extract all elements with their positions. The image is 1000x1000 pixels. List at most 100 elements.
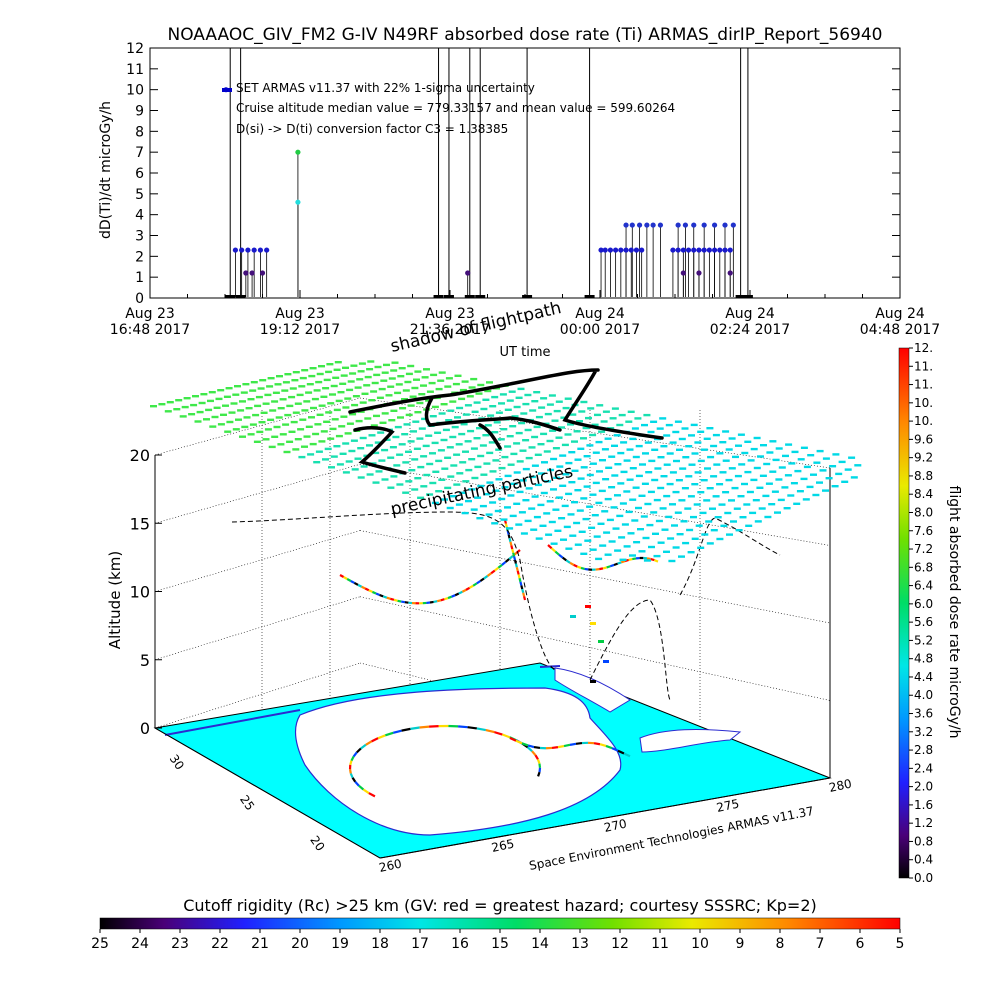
particle-dot [517, 387, 525, 391]
floor-track-segment [457, 725, 468, 729]
particle-dot [559, 454, 567, 457]
particle-dot [547, 468, 555, 472]
air-track-segment [519, 581, 523, 586]
dose-rate-point [644, 222, 650, 228]
particle-dot [614, 463, 622, 466]
floor-track-segment [350, 755, 355, 762]
particle-dot [224, 430, 232, 433]
air-track-segment [509, 541, 513, 546]
particle-dot [516, 460, 524, 463]
air-track-segment [461, 588, 467, 593]
particle-dot [669, 441, 677, 444]
particle-dot [434, 431, 442, 434]
air-track-segment [339, 574, 345, 578]
particle-dot [444, 385, 452, 388]
particle-dot [583, 485, 591, 488]
particle-dot [339, 452, 347, 455]
particle-dot [578, 530, 586, 533]
particle-dot [631, 519, 639, 522]
dose-rate-point [623, 222, 629, 228]
floor-track-segment [348, 768, 352, 774]
particle-dot [641, 423, 648, 427]
particle-dot [397, 375, 405, 378]
air-track-segment [628, 558, 633, 562]
floor-track-segment [534, 754, 539, 760]
particle-dot [684, 507, 692, 510]
cutoff-rigidity-tick-label: 12 [611, 936, 629, 952]
dose-rate-point [602, 247, 608, 253]
particle-dot [323, 420, 331, 423]
precipitating-particles-grid [150, 360, 862, 563]
dose-rate-point [245, 247, 251, 253]
particle-dot [813, 461, 821, 464]
particle-dot [190, 403, 198, 407]
particle-dot [368, 434, 376, 437]
cutoff-rigidity-tick-label: 11 [651, 936, 669, 952]
particle-dot [611, 407, 619, 410]
particle-dot [654, 467, 662, 470]
particle-dot [753, 466, 761, 470]
particle-dot [425, 399, 433, 402]
particle-dot [330, 384, 338, 388]
particle-dot [560, 538, 567, 541]
dose-rate-point [257, 247, 264, 253]
air-track-mark [603, 660, 609, 663]
particle-dot [441, 498, 448, 501]
floor-track-segment [392, 729, 402, 734]
dose-rate-colorbar-tick-label: 11. [914, 359, 933, 373]
particle-dot [732, 455, 739, 459]
floor-track-segment [371, 737, 379, 743]
particle-dot [544, 412, 552, 416]
altitude-flight-track [339, 519, 659, 683]
particle-dot [458, 432, 466, 436]
particle-dot [535, 537, 543, 540]
dose-rate-colorbar-tick-label: 5.6 [914, 615, 933, 629]
particle-dot [366, 368, 374, 371]
particle-dot [648, 545, 655, 549]
particle-dot [605, 466, 613, 469]
particle-dot [266, 385, 274, 388]
particle-dot [596, 404, 604, 407]
particle-dot [286, 404, 294, 408]
particle-dot [618, 413, 626, 417]
particle-dot [589, 462, 597, 465]
particle-dot [534, 483, 542, 487]
particle-dot [398, 367, 406, 370]
particle-dot [491, 522, 499, 525]
particle-dot [389, 446, 397, 449]
particle-dot [494, 509, 502, 513]
particle-dot [653, 554, 661, 558]
particle-dot [530, 528, 538, 531]
particle-dot [205, 408, 213, 412]
particle-dot [211, 415, 219, 419]
particle-dot [366, 444, 373, 447]
particle-dot [289, 387, 297, 390]
particle-dot [423, 368, 430, 371]
particle-dot [690, 423, 698, 427]
particle-dot [720, 524, 728, 527]
particle-dot [322, 387, 330, 390]
particle-dot [580, 466, 588, 469]
particle-dot [279, 433, 287, 436]
legend-line-1: SET ARMAS v11.37 with 22% 1-sigma uncert… [236, 81, 535, 95]
particle-dot [553, 409, 561, 413]
particle-dot [697, 491, 705, 494]
particle-dot [262, 438, 270, 441]
air-track-segment [584, 567, 589, 571]
top-y-tick-label: 10 [126, 83, 144, 99]
particle-dot [657, 456, 665, 459]
particle-dot [309, 442, 317, 446]
top-x-tick-date: Aug 23 [425, 306, 475, 322]
particle-dot [459, 461, 467, 464]
particle-dot [438, 478, 446, 481]
particle-dot [565, 547, 573, 550]
particle-dot [635, 444, 643, 448]
particle-dot [308, 374, 316, 378]
particle-dot [420, 485, 428, 488]
particle-dot [456, 472, 464, 475]
particle-dot [650, 511, 658, 514]
air-track-segment [379, 593, 384, 598]
particle-dot [296, 393, 304, 397]
particle-dot [392, 435, 400, 439]
particle-dot [719, 471, 727, 474]
